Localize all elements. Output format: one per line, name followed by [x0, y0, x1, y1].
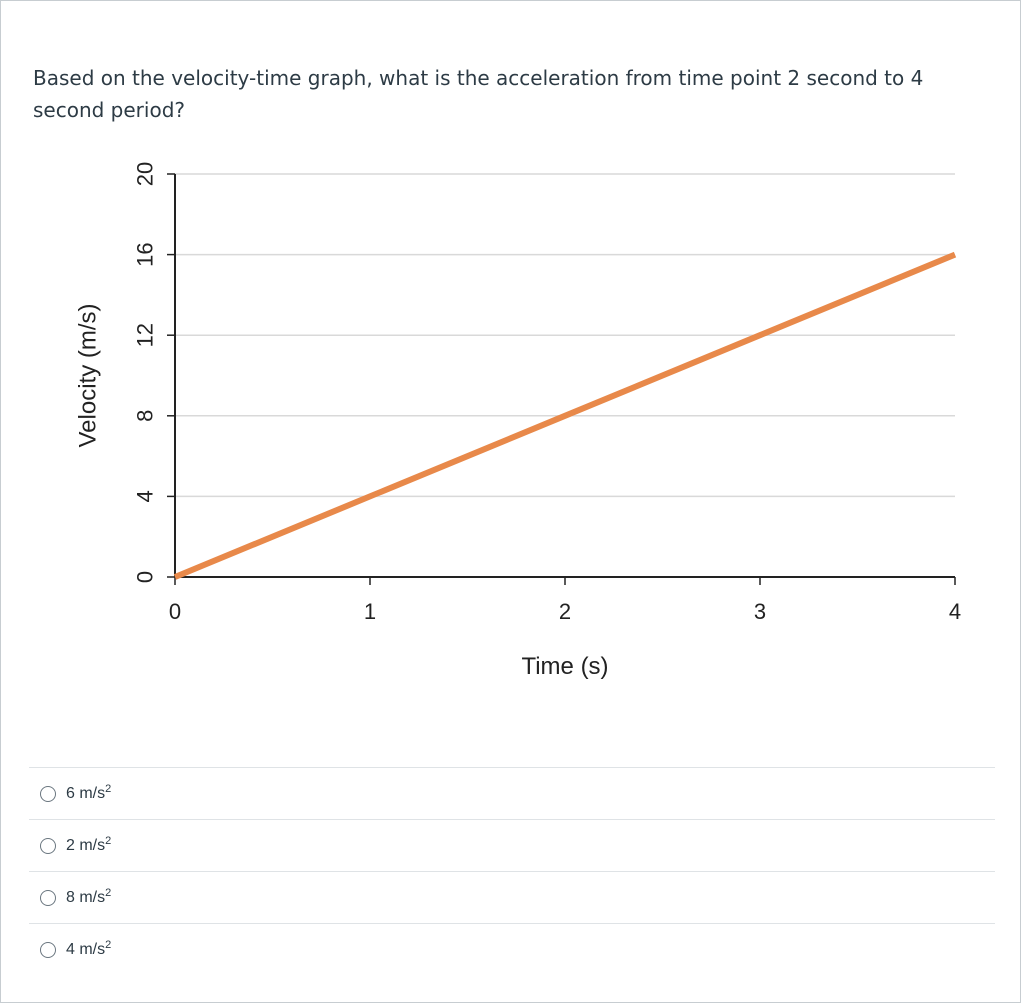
answer-option[interactable]: 4 m/s2 [29, 923, 995, 975]
answer-option[interactable]: 6 m/s2 [29, 767, 995, 819]
y-tick-label: 8 [133, 410, 158, 422]
x-tick-label: 1 [364, 599, 376, 624]
x-tick-label: 3 [754, 599, 766, 624]
x-tick-label: 0 [169, 599, 181, 624]
x-axis-title: Time (s) [521, 653, 608, 680]
question-text: Based on the velocity-time graph, what i… [33, 66, 924, 122]
x-tick-label: 4 [949, 599, 961, 624]
answer-label: 2 m/s2 [66, 834, 112, 854]
radio-button[interactable] [40, 941, 56, 958]
y-tick-label: 16 [133, 242, 158, 266]
x-tick-label: 2 [559, 599, 571, 624]
answer-option[interactable]: 8 m/s2 [29, 871, 995, 923]
answer-label: 6 m/s2 [66, 782, 112, 802]
radio-button[interactable] [40, 889, 56, 906]
y-tick-label: 4 [133, 490, 158, 502]
y-tick-label: 12 [133, 323, 158, 347]
y-axis-title: Velocity (m/s) [75, 303, 102, 447]
answer-label: 4 m/s2 [66, 938, 112, 958]
answer-list: 6 m/s2 2 m/s2 8 m/s2 4 m/s2 [29, 767, 995, 975]
y-tick-label: 0 [133, 571, 158, 583]
radio-button[interactable] [40, 785, 56, 802]
y-tick-label: 20 [133, 162, 158, 186]
answer-label: 8 m/s2 [66, 886, 112, 906]
series-line [173, 251, 957, 580]
answer-option[interactable]: 2 m/s2 [29, 819, 995, 871]
radio-button[interactable] [40, 837, 56, 854]
